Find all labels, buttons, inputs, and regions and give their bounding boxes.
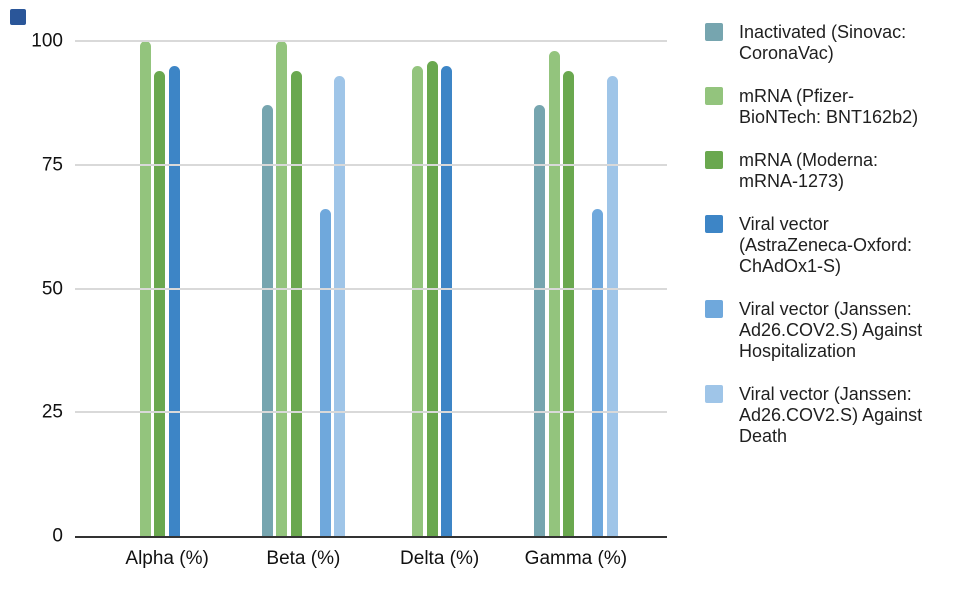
bar-slot: [590, 41, 605, 536]
legend-item-6: Viral vector (Janssen: Ad26.COV2.S) Agai…: [705, 384, 957, 447]
y-tick-label-0: 0: [52, 525, 63, 547]
y-tick-label-25: 25: [41, 401, 63, 423]
legend-swatch-icon: [705, 215, 723, 233]
legend-item-3: mRNA (Moderna: mRNA-1273): [705, 150, 957, 192]
legend-item-4: Viral vector (AstraZeneca-Oxford: ChAdOx…: [705, 214, 957, 277]
bar-series4-alpha[interactable]: [168, 65, 180, 536]
legend-label: Viral vector (AstraZeneca-Oxford: ChAdOx…: [739, 214, 913, 276]
legend-label: mRNA (Moderna: mRNA-1273): [739, 150, 879, 191]
legend-label: Viral vector (Janssen: Ad26.COV2.S) Agai…: [739, 384, 923, 446]
y-tick-label-100: 100: [31, 30, 63, 52]
bar-series3-gamma[interactable]: [563, 70, 575, 536]
bar-series3-beta[interactable]: [290, 70, 302, 536]
x-axis-labels: Alpha (%) Beta (%) Delta (%) Gamma (%): [99, 548, 644, 570]
gridline-75: [75, 163, 667, 166]
x-axis-label-alpha: Alpha (%): [125, 548, 209, 569]
chart-selection-marker: [10, 9, 26, 25]
gridline-25: [75, 411, 667, 414]
bar-slot: [318, 41, 333, 536]
bar-slot: [547, 41, 562, 536]
bar-series3-alpha[interactable]: [154, 70, 166, 536]
x-axis-label-gamma: Gamma (%): [524, 548, 628, 569]
y-tick-label-75: 75: [41, 154, 63, 176]
bar-slot: [605, 41, 620, 536]
bar-slot: [260, 41, 275, 536]
bar-slot: [153, 41, 168, 536]
plot-area: [75, 40, 667, 538]
bar-series1-beta[interactable]: [261, 105, 273, 536]
legend-swatch-icon: [705, 300, 723, 318]
bar-group-gamma: [508, 41, 644, 536]
bar-series2-delta[interactable]: [412, 65, 424, 536]
bar-slot: [425, 41, 440, 536]
gridline-50: [75, 287, 667, 290]
bar-slot: [167, 41, 182, 536]
bar-series5-beta[interactable]: [319, 209, 331, 536]
legend-item-5: Viral vector (Janssen: Ad26.COV2.S) Agai…: [705, 299, 957, 362]
bar-series4-delta[interactable]: [441, 65, 453, 536]
legend-swatch-icon: [705, 23, 723, 41]
bar-slot: [289, 41, 304, 536]
y-axis: 0 25 50 75 100: [0, 32, 63, 546]
bar-slot: [332, 41, 347, 536]
gridline-100: [75, 40, 667, 42]
bar-series5-gamma[interactable]: [592, 209, 604, 536]
legend-swatch-icon: [705, 87, 723, 105]
x-axis-label-beta: Beta (%): [266, 548, 341, 569]
bar-series6-gamma[interactable]: [606, 75, 618, 536]
x-axis-label-delta: Delta (%): [400, 548, 480, 569]
legend-swatch-icon: [705, 385, 723, 403]
bar-series3-delta[interactable]: [426, 60, 438, 536]
bar-series2-gamma[interactable]: [548, 50, 560, 536]
bar-series6-beta[interactable]: [334, 75, 346, 536]
bar-series1-gamma[interactable]: [534, 105, 546, 536]
legend-item-2: mRNA (Pfizer- BioNTech: BNT162b2): [705, 86, 957, 128]
bar-group-delta: [372, 41, 508, 536]
legend-label: mRNA (Pfizer- BioNTech: BNT162b2): [739, 86, 919, 127]
legend: Inactivated (Sinovac: CoronaVac) mRNA (Pf…: [705, 22, 957, 447]
bar-slot: [440, 41, 455, 536]
bar-slot: [561, 41, 576, 536]
legend-label: Inactivated (Sinovac: CoronaVac): [739, 22, 907, 63]
bar-groups: [99, 41, 644, 536]
bar-slot: [532, 41, 547, 536]
bar-slot: [411, 41, 426, 536]
y-tick-label-50: 50: [41, 278, 63, 299]
legend-label: Viral vector (Janssen: Ad26.COV2.S) Agai…: [739, 299, 923, 361]
legend-item-1: Inactivated (Sinovac: CoronaVac): [705, 22, 957, 64]
legend-swatch-icon: [705, 151, 723, 169]
